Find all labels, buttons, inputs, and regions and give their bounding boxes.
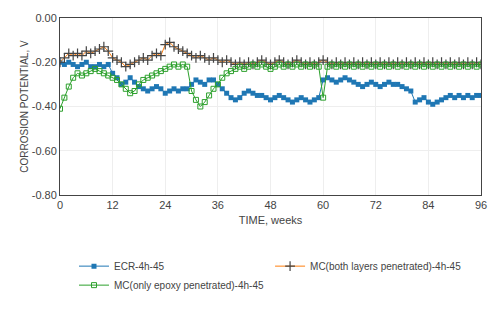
svg-text:-0.20: -0.20 xyxy=(32,56,57,68)
svg-text:MC(both layers penetrated)-4h-: MC(both layers penetrated)-4h-45 xyxy=(310,261,461,272)
svg-text:-0.60: -0.60 xyxy=(32,145,57,157)
svg-text:TIME, weeks: TIME, weeks xyxy=(239,214,303,226)
svg-text:-0.40: -0.40 xyxy=(32,100,57,112)
svg-text:72: 72 xyxy=(370,199,382,211)
svg-text:48: 48 xyxy=(264,199,276,211)
svg-text:-0.80: -0.80 xyxy=(32,189,57,201)
svg-text:96: 96 xyxy=(475,199,487,211)
svg-text:ECR-4h-45: ECR-4h-45 xyxy=(114,261,164,272)
svg-text:CORROSION POTENTIAL, V: CORROSION POTENTIAL, V xyxy=(19,40,30,173)
svg-text:60: 60 xyxy=(317,199,329,211)
svg-text:12: 12 xyxy=(107,199,119,211)
svg-text:MC(only epoxy penetrated)-4h-4: MC(only epoxy penetrated)-4h-45 xyxy=(114,280,264,291)
svg-text:84: 84 xyxy=(422,199,434,211)
svg-text:24: 24 xyxy=(159,199,171,211)
svg-text:0: 0 xyxy=(57,199,63,211)
svg-text:0.00: 0.00 xyxy=(35,12,56,24)
svg-text:36: 36 xyxy=(212,199,224,211)
